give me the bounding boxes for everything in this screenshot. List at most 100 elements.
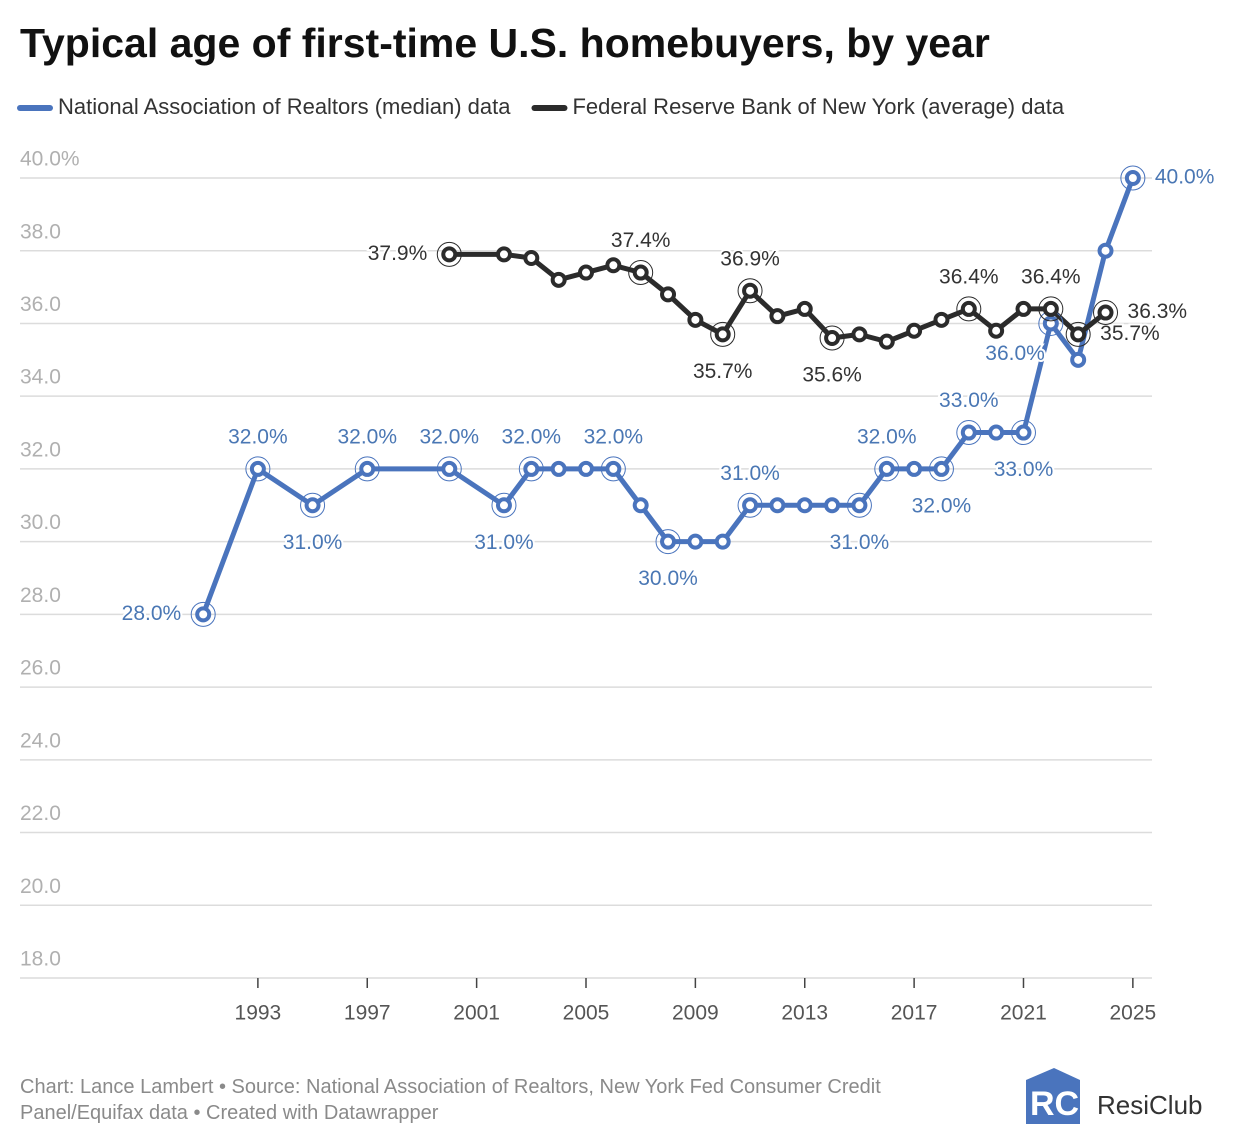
highlight-ring bbox=[628, 260, 654, 286]
x-tick-label: 1993 bbox=[235, 1002, 282, 1025]
point bbox=[550, 460, 567, 477]
value-label: 32.0% bbox=[912, 494, 972, 517]
highlight-ring bbox=[874, 456, 900, 482]
highlight-ring bbox=[491, 492, 517, 518]
highlight-ring bbox=[436, 456, 462, 482]
point bbox=[195, 606, 212, 623]
value-label: 33.0% bbox=[994, 458, 1054, 481]
value-label: 33.0% bbox=[939, 389, 999, 412]
highlight-ring bbox=[819, 325, 845, 351]
point bbox=[578, 264, 594, 281]
highlight-ring bbox=[1010, 420, 1036, 446]
point bbox=[824, 330, 841, 346]
point bbox=[632, 264, 649, 281]
value-label: 36.9% bbox=[720, 247, 780, 270]
point bbox=[960, 300, 977, 317]
value-label: 36.4% bbox=[1021, 265, 1081, 288]
highlight-ring bbox=[300, 492, 326, 518]
highlight-ring bbox=[928, 456, 954, 482]
logo-icon bbox=[1026, 1068, 1080, 1124]
point bbox=[933, 460, 950, 477]
point bbox=[1097, 242, 1114, 259]
highlight-ring bbox=[956, 296, 982, 322]
value-label: 32.0% bbox=[337, 425, 397, 448]
value-label: 32.0% bbox=[502, 425, 562, 448]
value-label: 31.0% bbox=[283, 531, 343, 554]
highlight-ring bbox=[655, 529, 681, 555]
y-tick-label: 36.0 bbox=[20, 293, 61, 316]
logo-text: ResiClub bbox=[1097, 1090, 1203, 1120]
point bbox=[824, 497, 841, 514]
value-label: 35.7% bbox=[693, 360, 753, 383]
y-tick-label: 28.0 bbox=[20, 584, 61, 607]
value-label: 32.0% bbox=[420, 425, 480, 448]
point bbox=[851, 326, 868, 343]
point bbox=[1015, 424, 1032, 441]
point bbox=[769, 308, 786, 325]
value-label: 32.0% bbox=[228, 425, 288, 448]
point bbox=[742, 497, 759, 514]
point bbox=[605, 257, 622, 274]
highlight-ring bbox=[1093, 300, 1119, 326]
highlight-ring bbox=[846, 492, 872, 518]
y-tick-label: 24.0 bbox=[20, 729, 61, 752]
value-label: 36.3% bbox=[1128, 300, 1188, 323]
point bbox=[687, 533, 704, 550]
point bbox=[441, 460, 458, 477]
x-tick-label: 2005 bbox=[563, 1002, 610, 1025]
value-label: 35.7% bbox=[1100, 322, 1160, 345]
point bbox=[1042, 315, 1059, 332]
logo: RC ResiClub bbox=[1026, 1068, 1203, 1124]
x-tick-label: 2013 bbox=[781, 1002, 828, 1025]
y-tick-label: 30.0 bbox=[20, 511, 61, 534]
value-label: 40.0% bbox=[1155, 166, 1215, 189]
point bbox=[933, 311, 950, 328]
value-label: 36.0% bbox=[985, 342, 1045, 365]
point bbox=[714, 326, 731, 343]
highlight-ring bbox=[710, 321, 736, 347]
x-tick-label: 2017 bbox=[891, 1002, 938, 1025]
point bbox=[796, 497, 813, 514]
highlight-ring bbox=[354, 456, 380, 482]
value-label: 35.6% bbox=[802, 364, 862, 387]
point bbox=[1070, 326, 1087, 343]
point bbox=[988, 424, 1005, 441]
y-tick-label: 20.0 bbox=[20, 875, 61, 898]
point bbox=[906, 460, 923, 477]
point bbox=[906, 322, 923, 339]
point bbox=[1124, 170, 1141, 186]
highlight-ring bbox=[190, 601, 216, 627]
y-tick-label: 40.0% bbox=[20, 148, 80, 171]
point bbox=[249, 460, 266, 477]
highlight-ring bbox=[1038, 296, 1064, 322]
point bbox=[796, 300, 813, 317]
point bbox=[988, 322, 1005, 339]
x-tick-label: 2025 bbox=[1110, 1002, 1157, 1025]
y-tick-label: 34.0 bbox=[20, 366, 61, 389]
legend-label: Federal Reserve Bank of New York (averag… bbox=[572, 94, 1064, 119]
y-tick-label: 18.0 bbox=[20, 948, 61, 971]
point bbox=[714, 533, 731, 550]
point bbox=[495, 497, 512, 514]
point bbox=[660, 286, 677, 303]
point bbox=[550, 271, 567, 288]
logo-mark: RC bbox=[1030, 1085, 1079, 1123]
point bbox=[523, 460, 540, 477]
value-label: 28.0% bbox=[122, 602, 182, 625]
value-label: 37.4% bbox=[611, 229, 671, 252]
point bbox=[632, 497, 649, 514]
x-tick-label: 2021 bbox=[1000, 1002, 1047, 1025]
point bbox=[769, 497, 786, 514]
value-label: 31.0% bbox=[474, 531, 534, 554]
highlight-ring bbox=[737, 278, 763, 304]
point bbox=[578, 460, 594, 477]
x-tick-label: 2001 bbox=[453, 1002, 500, 1025]
highlight-ring bbox=[956, 420, 982, 446]
highlight-ring bbox=[436, 241, 462, 267]
point bbox=[851, 497, 868, 514]
point bbox=[523, 250, 540, 266]
point bbox=[359, 460, 376, 477]
value-label: 36.4% bbox=[939, 265, 999, 288]
point bbox=[1042, 300, 1059, 317]
